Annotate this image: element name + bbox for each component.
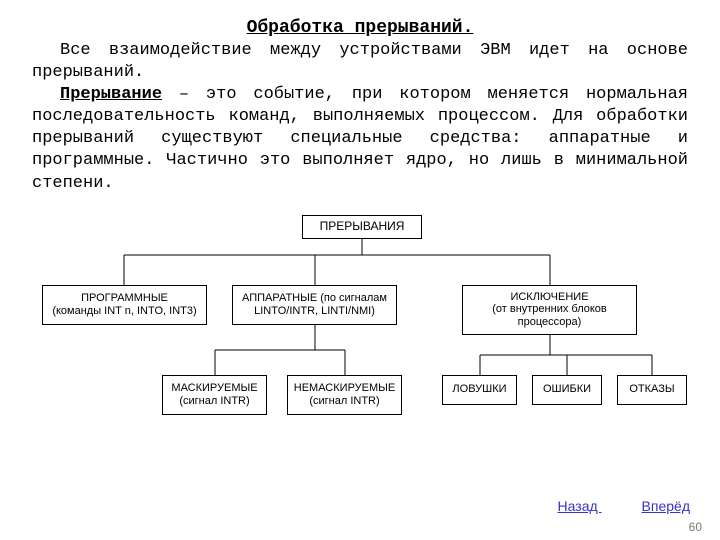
node-programmatic: ПРОГРАММНЫЕ(команды INT n, INTO, INT3) xyxy=(42,285,207,325)
paragraph-2: Прерывание – это событие, при котором ме… xyxy=(32,84,688,194)
node-nonmaskable: НЕМАСКИРУЕМЫЕ(сигнал INTR) xyxy=(287,375,402,415)
node-failures: ОТКАЗЫ xyxy=(617,375,687,405)
forward-link[interactable]: Вперёд xyxy=(642,498,690,514)
node-errors: ОШИБКИ xyxy=(532,375,602,405)
page-title: Обработка прерываний. xyxy=(32,18,688,38)
nav-footer: Назад Вперёд xyxy=(518,498,690,514)
node-root: ПРЕРЫВАНИЯ xyxy=(302,215,422,239)
back-link[interactable]: Назад xyxy=(558,498,602,514)
node-hardware: АППАРАТНЫЕ (по сигналамLINTO/INTR, LINTI… xyxy=(232,285,397,325)
node-maskable: МАСКИРУЕМЫЕ(сигнал INTR) xyxy=(162,375,267,415)
page-number: 60 xyxy=(689,520,702,534)
interrupts-diagram: ПРЕРЫВАНИЯ ПРОГРАММНЫЕ(команды INT n, IN… xyxy=(32,215,692,430)
node-exceptions: ИСКЛЮЧЕНИЕ(от внутренних блоковпроцессор… xyxy=(462,285,637,335)
paragraph-1: Все взаимодействие между устройствами ЭВ… xyxy=(32,40,688,84)
node-traps: ЛОВУШКИ xyxy=(442,375,517,405)
